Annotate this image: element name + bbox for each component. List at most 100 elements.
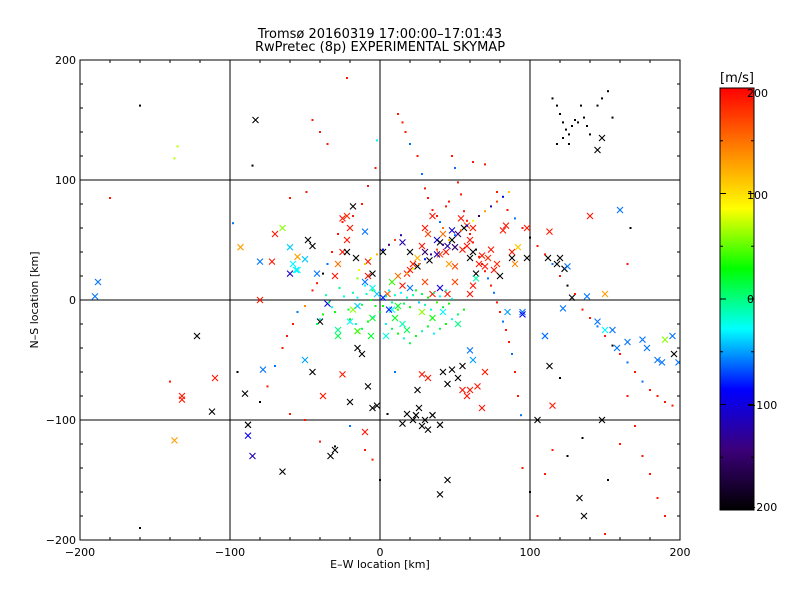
scatter-point-dot [671, 404, 674, 407]
scatter-point-cross [436, 284, 444, 292]
scatter-point-dot [139, 104, 141, 107]
scatter-point-cross [534, 416, 541, 424]
scatter-point-cross [91, 293, 99, 300]
x-tick-label: −200 [65, 546, 95, 559]
scatter-point-dot [445, 289, 447, 292]
scatter-point-dot [281, 347, 284, 349]
scatter-point-cross [279, 468, 286, 475]
scatter-point-dot [139, 527, 141, 529]
scatter-point-cross [364, 383, 372, 390]
scatter-point-cross [409, 416, 417, 424]
scatter-point-cross [444, 290, 451, 298]
scatter-point-cross [94, 278, 102, 286]
scatter-point-cross [598, 416, 606, 424]
scatter-point-dot [656, 497, 659, 499]
scatter-point-dot [472, 161, 474, 163]
scatter-point-cross [457, 215, 465, 222]
scatter-point-dot [415, 289, 417, 292]
scatter-point-cross [343, 212, 351, 220]
scatter-point-cross [412, 411, 420, 419]
scatter-point-dot [331, 251, 333, 253]
scatter-point-dot [364, 449, 366, 451]
y-tick-label: −200 [46, 534, 76, 547]
scatter-point-cross [504, 308, 511, 316]
scatter-point-dot [521, 227, 524, 229]
scatter-point-dot [416, 155, 419, 157]
scatter-point-cross [475, 260, 483, 268]
scatter-point-dot [356, 277, 359, 280]
scatter-point-cross [424, 230, 432, 238]
scatter-point-dot [536, 245, 539, 247]
scatter-point-dot [514, 371, 516, 373]
scatter-point-dot [448, 302, 450, 305]
scatter-point-dot [604, 335, 606, 337]
scatter-point-dot [379, 479, 381, 481]
scatter-point-cross [469, 282, 477, 289]
scatter-point-dot [305, 191, 308, 193]
scatter-point-cross [354, 344, 361, 352]
scatter-point-cross [508, 248, 516, 256]
scatter-point-cross [444, 242, 451, 250]
scatter-point-dot [289, 413, 291, 415]
scatter-point-dot [304, 419, 306, 421]
scatter-point-cross [559, 305, 567, 312]
scatter-point-cross [436, 491, 444, 498]
scatter-point-cross [514, 243, 522, 251]
scatter-point-dot [430, 253, 432, 256]
colorbar-tick-label: −100 [747, 399, 777, 412]
scatter-point-cross [639, 336, 646, 343]
scatter-point-cross [289, 260, 297, 268]
scatter-point-cross [466, 386, 474, 394]
scatter-point-dot [400, 291, 402, 294]
y-tick-label: −100 [46, 414, 76, 427]
scatter-point-dot [433, 332, 435, 335]
scatter-point-dot [451, 318, 453, 321]
scatter-point-cross [361, 278, 369, 286]
scatter-point-cross [346, 318, 354, 325]
scatter-point-dot [589, 133, 591, 136]
scatter-point-dot [445, 323, 447, 325]
scatter-point-dot [322, 272, 324, 275]
scatter-point-cross [493, 260, 501, 268]
scatter-point-cross [451, 278, 459, 286]
scatter-point-dot [626, 395, 629, 397]
scatter-point-dot [517, 395, 519, 397]
scatter-point-dot [626, 263, 629, 265]
scatter-point-dot [574, 119, 576, 121]
scatter-point-cross [594, 146, 601, 154]
scatter-point-dot [556, 143, 558, 145]
scatter-point-dot [436, 248, 438, 251]
scatter-point-cross [361, 428, 369, 436]
scatter-point-dot [347, 308, 350, 311]
scatter-point-dot [319, 131, 321, 133]
scatter-point-cross [409, 260, 417, 268]
scatter-point-cross [576, 494, 583, 502]
scatter-point-dot [365, 293, 368, 295]
scatter-point-dot [376, 139, 378, 142]
scatter-point-cross [451, 243, 459, 251]
scatter-point-dot [296, 311, 299, 313]
scatter-point-cross [415, 404, 423, 412]
scatter-point-cross [252, 116, 259, 124]
scatter-point-cross [399, 420, 406, 427]
scatter-point-dot [520, 414, 522, 417]
scatter-point-dot [551, 449, 554, 451]
scatter-point-dot [364, 263, 366, 265]
scatter-point-cross [367, 332, 375, 340]
scatter-point-dot [439, 295, 441, 298]
scatter-point-dot [316, 282, 318, 285]
scatter-point-cross [394, 272, 402, 280]
scatter-point-cross [556, 254, 564, 262]
scatter-point-cross [541, 332, 549, 340]
scatter-point-cross [343, 236, 351, 244]
scatter-point-cross [385, 306, 393, 313]
scatter-point-dot [457, 181, 459, 184]
scatter-point-dot [364, 284, 366, 287]
scatter-point-cross [448, 227, 456, 234]
scatter-point-cross [244, 421, 252, 429]
scatter-point-cross [523, 254, 531, 262]
scatter-point-dot [232, 222, 234, 225]
scatter-point-dot [478, 255, 480, 258]
colorbar-ticks [720, 87, 754, 511]
x-tick-label: −100 [215, 546, 245, 559]
